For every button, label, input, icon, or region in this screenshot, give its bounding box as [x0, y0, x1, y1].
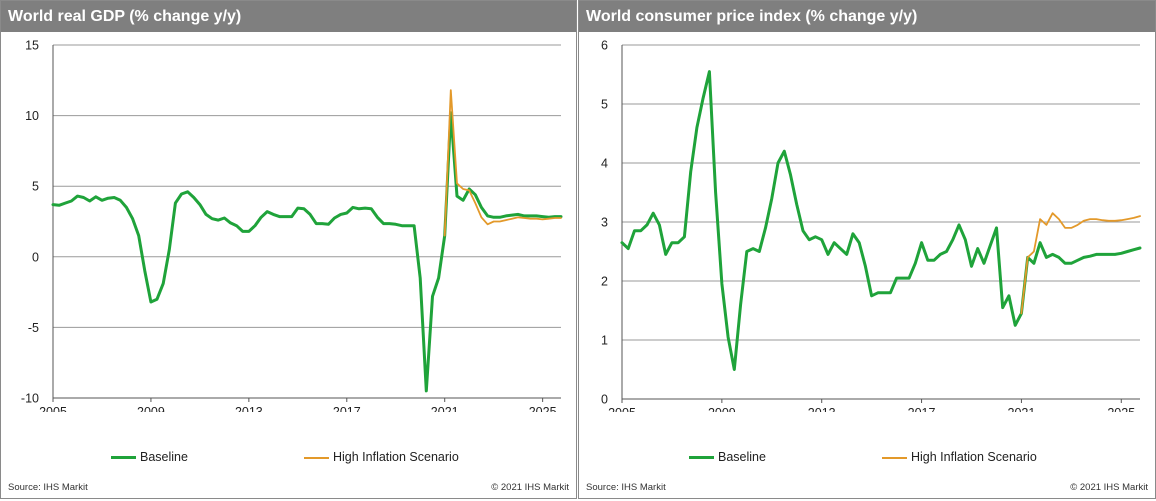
x-tick-label: 2025 [1107, 406, 1135, 412]
x-tick-label: 2013 [808, 406, 836, 412]
legend-label-high-inflation: High Inflation Scenario [333, 450, 459, 464]
gdp-chart-source: Source: IHS Markit [8, 482, 88, 493]
gdp-chart-title: World real GDP (% change y/y) [1, 1, 576, 32]
series-line-high-inflation [1020, 212, 1141, 315]
legend-swatch-high-inflation [882, 456, 907, 459]
legend-swatch-high-inflation [304, 456, 329, 459]
legend-swatch-baseline [689, 456, 714, 460]
cpi-chart-panel: World consumer price index (% change y/y… [578, 0, 1156, 499]
legend-swatch-baseline [111, 456, 136, 460]
x-tick-label: 2005 [39, 405, 67, 412]
series-line-high-inflation [443, 89, 562, 237]
y-tick-label: 0 [32, 250, 39, 264]
legend-item-baseline: Baseline [111, 447, 188, 467]
y-tick-label: 6 [601, 39, 608, 53]
y-tick-label: 1 [601, 334, 608, 348]
cpi-chart-legend: Baseline High Inflation Scenario [689, 447, 1089, 467]
y-tick-label: 15 [25, 39, 39, 53]
x-tick-label: 2021 [431, 405, 459, 412]
cpi-chart-title: World consumer price index (% change y/y… [579, 1, 1155, 32]
y-tick-label: 3 [601, 216, 608, 230]
x-tick-label: 2017 [908, 406, 936, 412]
gdp-chart-panel: World real GDP (% change y/y) 15 10 5 0 -5 -1… [0, 0, 577, 499]
series-line-baseline [51, 111, 563, 393]
y-tick-label: 5 [32, 180, 39, 194]
x-tick-label: 2009 [137, 405, 165, 412]
y-tick-label: 10 [25, 109, 39, 123]
x-tick-label: 2025 [529, 405, 557, 412]
legend-label-baseline: Baseline [140, 450, 188, 464]
legend-item-baseline: Baseline [689, 447, 766, 467]
cpi-chart-source: Source: IHS Markit [586, 482, 666, 493]
legend-label-baseline: Baseline [718, 450, 766, 464]
gdp-chart-legend: Baseline High Inflation Scenario [111, 447, 511, 467]
y-tick-label: -10 [21, 392, 39, 406]
x-tick-label: 2017 [333, 405, 361, 412]
x-tick-label: 2013 [235, 405, 263, 412]
legend-item-high-inflation: High Inflation Scenario [882, 447, 1037, 467]
x-tick-label: 2021 [1008, 406, 1036, 412]
x-tick-label: 2005 [608, 406, 636, 412]
y-tick-label: 2 [601, 275, 608, 289]
series-line-baseline [620, 70, 1142, 371]
y-tick-label: 5 [601, 98, 608, 112]
gdp-chart-copyright: © 2021 IHS Markit [491, 482, 569, 493]
legend-label-high-inflation: High Inflation Scenario [911, 450, 1037, 464]
x-tick-label: 2009 [708, 406, 736, 412]
cpi-chart-copyright: © 2021 IHS Markit [1070, 482, 1148, 493]
y-tick-label: -5 [28, 321, 39, 335]
legend-item-high-inflation: High Inflation Scenario [304, 447, 459, 467]
y-tick-label: 4 [601, 157, 608, 171]
y-tick-label: 0 [601, 393, 608, 407]
